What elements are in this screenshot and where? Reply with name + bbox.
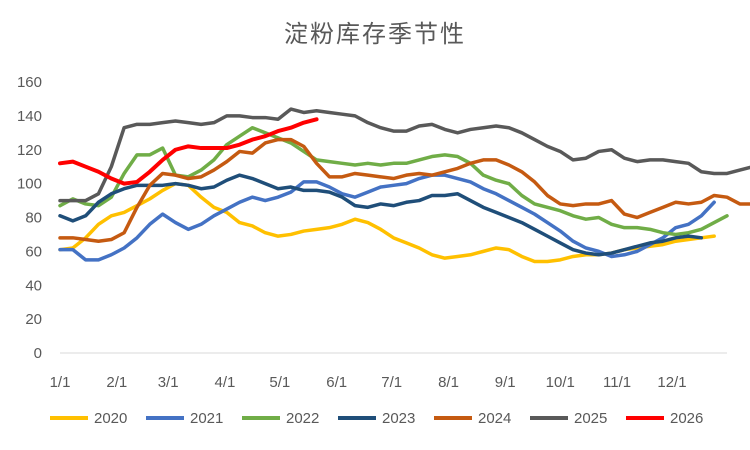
y-tick-label: 60 (25, 243, 42, 260)
series-line-2025 (58, 107, 750, 203)
y-tick-label: 20 (25, 311, 42, 328)
x-tick-label: 2/1 (106, 374, 127, 391)
series-line-2022 (58, 125, 729, 237)
series-lines (58, 107, 750, 264)
x-tick-label: 12/1 (657, 374, 686, 391)
chart-title: 淀粉库存季节性 (284, 20, 466, 48)
x-tick-label: 10/1 (546, 374, 575, 391)
series-line-2021 (58, 173, 716, 262)
x-tick-label: 11/1 (603, 374, 631, 391)
y-tick-label: 120 (17, 142, 42, 159)
x-tick-label: 5/1 (269, 374, 290, 391)
x-tick-label: 4/1 (215, 374, 236, 391)
x-tick-label: 6/1 (326, 374, 347, 391)
legend-label: 2021 (190, 410, 223, 427)
legend-item: 2022 (242, 410, 319, 427)
x-tick-label: 8/1 (438, 374, 459, 391)
series-line-2023 (58, 173, 704, 257)
legend-item: 2021 (146, 410, 223, 427)
series-line-2020 (58, 181, 716, 264)
y-tick-label: 0 (34, 345, 42, 362)
legend-item: 2025 (530, 410, 607, 427)
x-tick-label: 9/1 (495, 374, 516, 391)
legend-item: 2023 (338, 410, 415, 427)
legend-label: 2026 (670, 410, 703, 427)
x-tick-label: 1/1 (50, 374, 71, 391)
legend-label: 2023 (382, 410, 415, 427)
legend: 2020 2021 2022 2023 2024 2025 2026 (50, 410, 703, 427)
series-line-2026 (58, 117, 319, 186)
x-tick-label: 7/1 (381, 374, 402, 391)
legend-item: 2020 (50, 410, 127, 427)
legend-label: 2024 (478, 410, 511, 427)
legend-label: 2025 (574, 410, 607, 427)
y-tick-label: 160 (17, 74, 42, 91)
legend-label: 2022 (286, 410, 319, 427)
series-line-2024 (58, 137, 750, 243)
legend-label: 2020 (94, 410, 127, 427)
y-tick-label: 80 (25, 210, 42, 227)
y-tick-label: 40 (25, 277, 42, 294)
x-axis-tick-labels: 1/1 2/1 3/1 4/1 5/1 6/1 7/1 8/1 9/1 10/1 11/1 12/1 (50, 374, 687, 391)
y-axis-tick-labels: 0 20 40 60 80 100 120 140 160 (17, 74, 42, 362)
x-tick-label: 3/1 (158, 374, 179, 391)
legend-item: 2024 (434, 410, 511, 427)
y-tick-label: 100 (17, 176, 42, 193)
legend-item: 2026 (626, 410, 703, 427)
y-tick-label: 140 (17, 108, 42, 125)
